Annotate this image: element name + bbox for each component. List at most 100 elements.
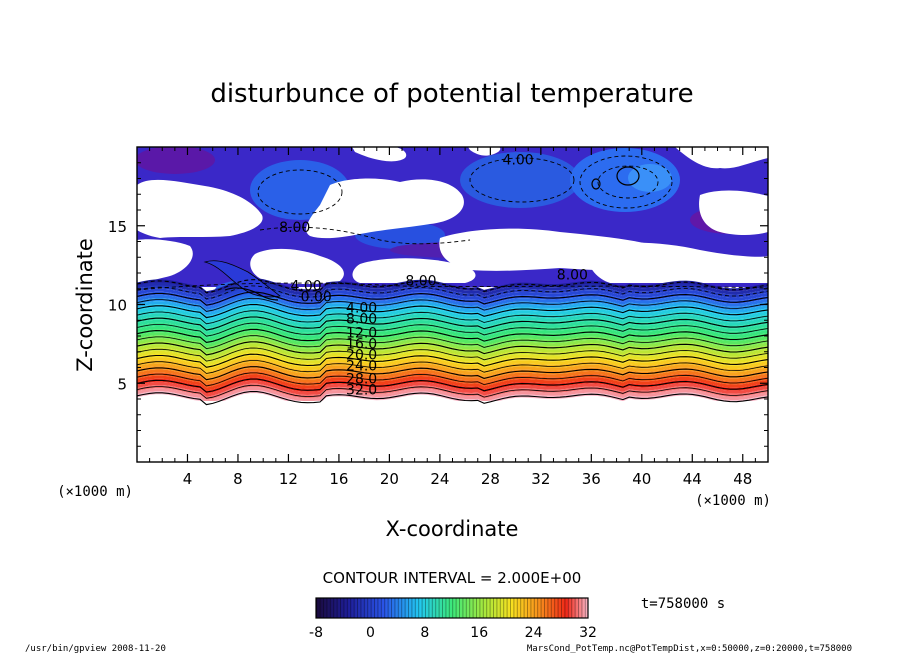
colorbar-tick-label: 16	[470, 625, 488, 641]
color-band	[137, 330, 768, 348]
color-band	[137, 374, 768, 391]
contour-line	[137, 353, 768, 368]
contour-line	[137, 378, 768, 393]
x-tick-label: 12	[279, 470, 298, 488]
x-tick-label: 24	[430, 470, 449, 488]
y-tick-label: 15	[108, 218, 127, 236]
color-band	[137, 309, 768, 326]
contour-label: 4.00	[346, 300, 377, 316]
contour-lines	[137, 279, 768, 406]
x-axis-ticks: 4 8 12 16 20 24 28 32 36 40 44 48	[183, 147, 752, 488]
contour-line	[137, 384, 768, 399]
colorbar-tick-label: 0	[366, 625, 375, 641]
contour-line	[137, 335, 768, 350]
contour-line	[137, 303, 768, 319]
color-band	[137, 281, 768, 298]
contour-line	[137, 341, 768, 356]
minor-ticks	[137, 147, 768, 462]
contour-labels: 4.008.008.00 8.004.000.004.008.0012.016.0…	[279, 152, 588, 398]
color-band	[137, 383, 768, 400]
contour-line	[137, 347, 768, 362]
color-band	[137, 349, 768, 366]
contour-line	[137, 291, 768, 306]
masked-regions	[137, 147, 768, 284]
contour-label: 8.00	[557, 267, 588, 283]
contour-line	[137, 297, 768, 312]
x-tick-label: 40	[632, 470, 651, 488]
color-band	[137, 355, 768, 372]
contour-line	[137, 360, 768, 374]
color-band	[137, 368, 768, 385]
color-band	[137, 296, 768, 313]
negative-contours	[137, 155, 768, 291]
contour-line	[137, 372, 768, 387]
contour-label: 16.0	[346, 337, 377, 353]
contour-label: 24.0	[346, 359, 377, 375]
x-tick-label: 16	[329, 470, 348, 488]
colorbar-level-lines	[316, 598, 588, 618]
colorbar-tick-label: -8	[309, 625, 323, 641]
color-band	[137, 287, 768, 304]
x-tick-label: 4	[183, 470, 193, 488]
y-tick-label: 10	[108, 297, 127, 315]
color-band	[137, 312, 768, 329]
contour-line	[137, 322, 768, 337]
color-band	[137, 343, 768, 360]
perturbation-lobe	[203, 260, 281, 298]
time-text: t=758000 s	[641, 596, 725, 612]
color-band	[137, 346, 768, 363]
contour-interval-text: CONTOUR INTERVAL = 2.000E+00	[323, 569, 582, 587]
contour-label: 8.00	[279, 220, 310, 236]
contour-field: 4.008.008.00 8.004.000.004.008.0012.016.0…	[137, 147, 768, 462]
contour-label: 20.0	[346, 348, 377, 364]
lower-masked-region	[137, 401, 768, 462]
contour-label: 4.00	[503, 152, 534, 168]
color-band	[137, 362, 768, 379]
colorbar-tick-label: 24	[525, 625, 543, 641]
colorbar-tick-label: 8	[420, 625, 429, 641]
x-unit-label: (×1000 m)	[695, 493, 771, 509]
color-band	[137, 293, 768, 310]
y-tick-label: 5	[117, 375, 127, 393]
color-band	[137, 318, 768, 335]
color-band	[137, 380, 768, 397]
x-axis-label: X-coordinate	[386, 517, 519, 541]
colorbar-frame	[315, 597, 589, 619]
contour-line	[137, 310, 768, 325]
x-tick-label: 8	[233, 470, 243, 488]
colorbar-tick-label: 32	[579, 625, 597, 641]
footer-left: /usr/bin/gpview 2008-11-20	[25, 644, 166, 654]
x-tick-label: 36	[582, 470, 601, 488]
color-band	[137, 334, 768, 351]
x-tick-label: 32	[531, 470, 550, 488]
y-axis-label: Z-coordinate	[73, 238, 97, 372]
color-band	[137, 386, 768, 403]
contour-line	[137, 328, 768, 343]
color-band	[137, 358, 768, 375]
footer-right: MarsCond_PotTemp.nc@PotTempDist,x=0:5000…	[527, 644, 852, 654]
x-tick-label: 44	[683, 470, 702, 488]
color-band	[137, 284, 768, 301]
contour-label: 28.0	[346, 371, 377, 387]
contour-label: 4.00	[291, 278, 322, 294]
y-axis-ticks: 5 10 15	[108, 218, 768, 393]
contour-line	[137, 285, 768, 300]
contour-line	[137, 316, 768, 331]
y-unit-label: (×1000 m)	[57, 484, 133, 500]
colorbar-tick-labels: -8 0 8 16 24 32	[309, 625, 597, 641]
contour-label: 0.00	[301, 289, 332, 305]
color-band	[137, 324, 768, 341]
color-band	[137, 337, 768, 354]
x-tick-label: 28	[481, 470, 500, 488]
x-tick-label: 48	[733, 470, 752, 488]
contour-label: 8.00	[405, 274, 436, 290]
x-tick-label: 20	[380, 470, 399, 488]
colorbar: -8 0 8 16 24 32	[309, 597, 597, 641]
zero-contours	[224, 166, 640, 301]
contour-label: 12.0	[346, 326, 377, 342]
contour-line	[137, 366, 768, 381]
chart-title: disturbunce of potential temperature	[210, 79, 693, 109]
contour-label: 8.00	[346, 311, 377, 327]
color-band	[137, 299, 768, 316]
color-band	[137, 306, 768, 323]
